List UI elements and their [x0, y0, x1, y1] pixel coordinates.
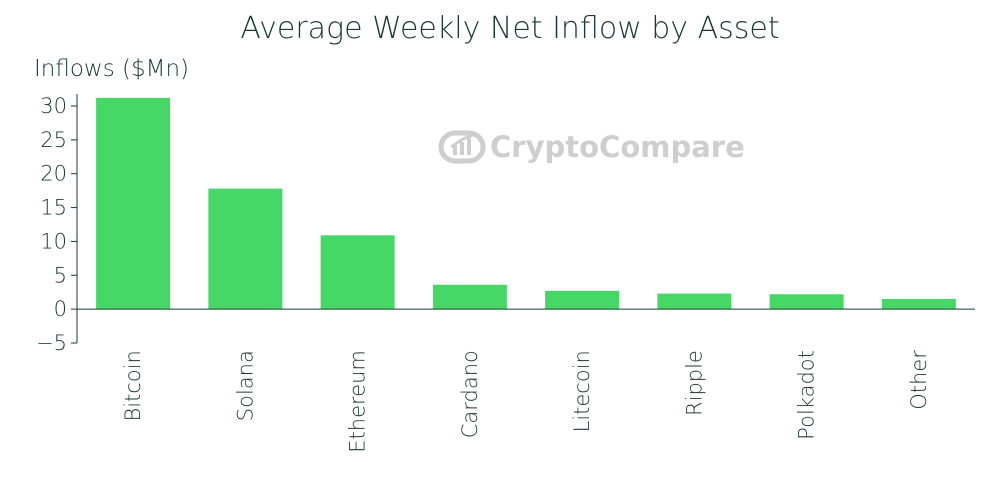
- bar-ethereum: [320, 235, 395, 310]
- y-tick-label: 25: [40, 128, 67, 152]
- y-axis-label: Inflows ($Mn): [34, 56, 189, 82]
- bar-ripple: [657, 293, 732, 310]
- bar-litecoin: [545, 290, 620, 310]
- x-tick-label: Litecoin: [570, 350, 594, 432]
- y-tick-label: −5: [36, 331, 67, 355]
- bar-polkadot: [769, 294, 844, 310]
- x-tick-label: Polkadot: [795, 350, 819, 440]
- y-tick-label: 0: [54, 297, 67, 321]
- cryptocompare-logo-icon: [438, 130, 486, 164]
- watermark-text: CryptoCompare: [490, 130, 745, 164]
- x-tick-label: Other: [907, 350, 931, 410]
- y-tick-label: 30: [40, 94, 67, 118]
- bar-other: [881, 298, 956, 310]
- x-tick-label: Cardano: [458, 350, 482, 438]
- y-tick-label: 10: [40, 229, 67, 253]
- bar-bitcoin: [96, 97, 171, 310]
- y-axis: −5 0 5 10 15 20 25 30: [36, 94, 78, 355]
- x-tick-label: Ethereum: [346, 350, 370, 453]
- x-tick-label: Solana: [233, 350, 257, 421]
- x-axis: Bitcoin Solana Ethereum Cardano Litecoin Ripp…: [77, 308, 975, 453]
- bars: [96, 97, 956, 310]
- bar-solana: [208, 188, 283, 310]
- y-tick-label: 20: [40, 162, 67, 186]
- chart-title: Average Weekly Net Inflow by Asset: [240, 11, 779, 46]
- bar-cardano: [432, 284, 507, 310]
- y-tick-label: 15: [40, 196, 67, 220]
- x-tick-label: Ripple: [682, 350, 706, 416]
- y-tick-label: 5: [54, 263, 67, 287]
- x-tick-label: Bitcoin: [121, 350, 145, 421]
- watermark: CryptoCompare: [438, 130, 745, 164]
